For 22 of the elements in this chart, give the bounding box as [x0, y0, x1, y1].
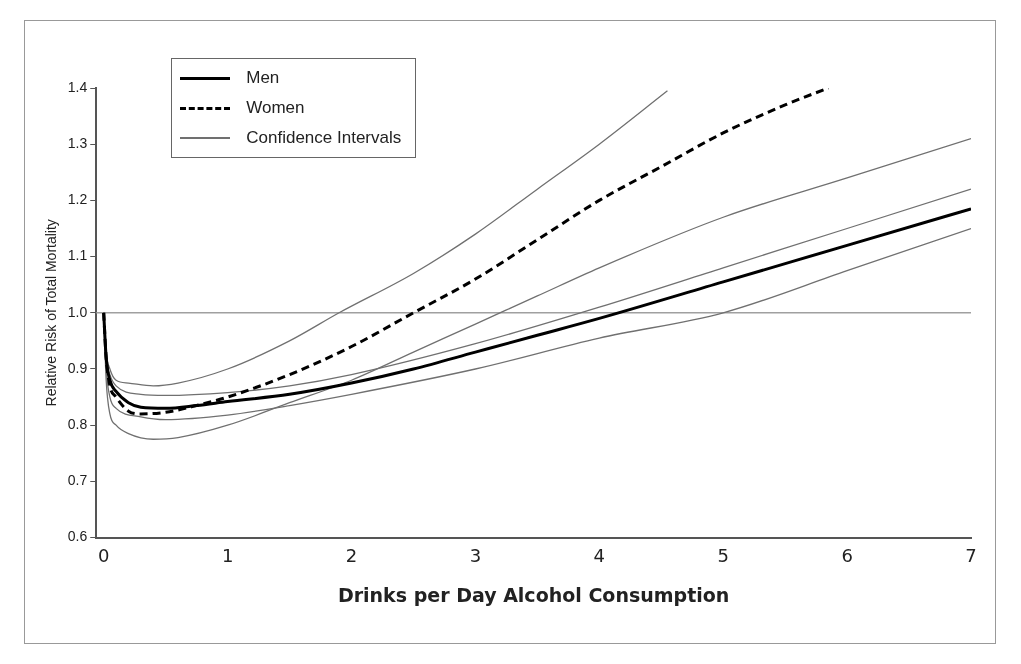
- legend-label: Women: [246, 98, 305, 118]
- y-tick-label: 0.6: [67, 528, 88, 545]
- y-tick-label: 0.9: [67, 359, 88, 376]
- x-tick-label: 1: [221, 545, 234, 567]
- y-tick-label: 1.1: [67, 247, 88, 264]
- x-axis-title: Drinks per Day Alcohol Consumption: [337, 583, 730, 606]
- x-tick-label: 7: [965, 545, 977, 567]
- y-tick-label: 1.3: [67, 135, 88, 152]
- legend-label: Men: [246, 68, 280, 88]
- x-tick-label: 0: [97, 545, 110, 567]
- x-tick-label: 2: [345, 545, 358, 567]
- y-tick-label: 0.7: [67, 472, 88, 489]
- x-tick-label: 5: [717, 545, 729, 567]
- y-tick-label: 0.8: [67, 416, 88, 433]
- y-tick-label: 1.4: [67, 78, 88, 95]
- x-tick-label: 3: [469, 545, 482, 567]
- legend-label: Confidence Intervals: [246, 128, 402, 148]
- y-tick-label: 1.2: [67, 191, 88, 208]
- x-tick-label: 6: [841, 545, 853, 567]
- y-axis-title: Relative Risk of Total Mortality: [43, 219, 60, 407]
- y-tick-label: 1.0: [67, 303, 88, 320]
- x-tick-label: 4: [593, 545, 606, 567]
